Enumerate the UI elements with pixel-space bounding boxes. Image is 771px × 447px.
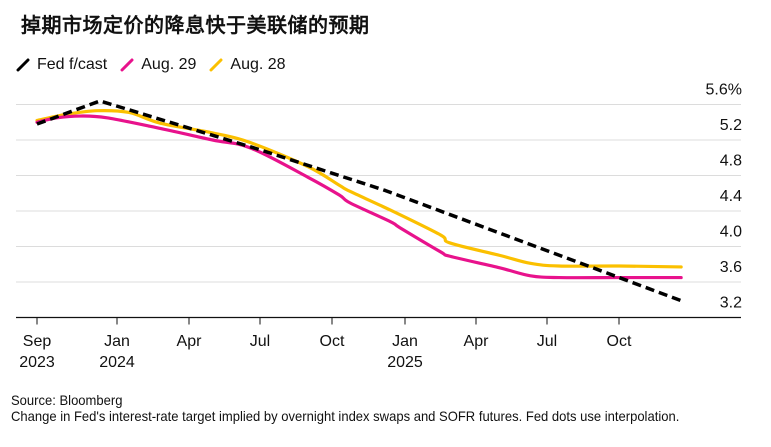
y-tick-label: 5.2: [720, 117, 742, 134]
legend-swatch-aug-29: [120, 58, 134, 72]
x-tick-year-label: 2024: [99, 354, 135, 371]
y-tick-label: 3.6: [720, 259, 742, 276]
legend-swatch-fed-forecast: [16, 58, 30, 72]
y-tick-label: 4.0: [720, 224, 742, 241]
legend-swatch-aug-28: [209, 58, 223, 72]
x-tick-label: Jan: [104, 333, 130, 350]
x-tick-label: Jan: [392, 333, 418, 350]
legend-label-fed-forecast: Fed f/cast: [37, 56, 108, 73]
x-axis: Sep 2023 Jan 2024 Apr Jul Oct Jan 2025 Apr Jul Oct: [16, 316, 741, 371]
y-tick-label: 4.4: [720, 188, 742, 205]
legend-item-aug-29: Aug. 29: [120, 56, 196, 74]
x-tick-label: Oct: [320, 333, 345, 350]
x-tick-label: Jul: [250, 333, 270, 350]
x-tick-label: Apr: [464, 333, 490, 350]
x-tick-label: Apr: [177, 333, 203, 350]
legend-item-fed-forecast: Fed f/cast: [16, 56, 107, 74]
x-tick-label: Sep: [23, 333, 52, 350]
note-text: Change in Fed's interest-rate target imp…: [11, 407, 680, 424]
series-line-aug-28: [35, 108, 683, 269]
x-tick-year-label: 2023: [19, 354, 55, 371]
series-line-aug-29: [35, 114, 683, 280]
y-tick-label: 4.8: [720, 153, 742, 170]
series-lines: [35, 99, 683, 303]
x-tick-label: Jul: [537, 333, 557, 350]
y-tick-label: 3.2: [720, 295, 742, 312]
gridlines: [16, 104, 741, 283]
chart-title: 掉期市场定价的降息快于美联储的预期: [21, 13, 370, 37]
legend: Fed f/cast Aug. 29 Aug. 28: [16, 56, 299, 74]
legend-label-aug-29: Aug. 29: [141, 56, 197, 73]
x-tick-label: Oct: [607, 333, 632, 350]
legend-label-aug-28: Aug. 28: [230, 56, 286, 73]
y-axis: 3.2 3.6 4.0 4.4 4.8 5.2 5.6%: [706, 82, 743, 312]
legend-item-aug-28: Aug. 28: [209, 56, 286, 74]
y-tick-label: 5.6%: [706, 82, 742, 99]
series-line-fed-f-cast: [36, 99, 682, 303]
line-chart: 3.2 3.6 4.0 4.4 4.8 5.2 5.6% Sep 2023 Jan 2024 Apr…: [16, 82, 743, 371]
chart-footer: Source: Bloomberg Change in Fed's intere…: [11, 392, 755, 424]
x-tick-year-label: 2025: [387, 354, 423, 371]
source-text: Source: Bloomberg: [11, 392, 123, 408]
